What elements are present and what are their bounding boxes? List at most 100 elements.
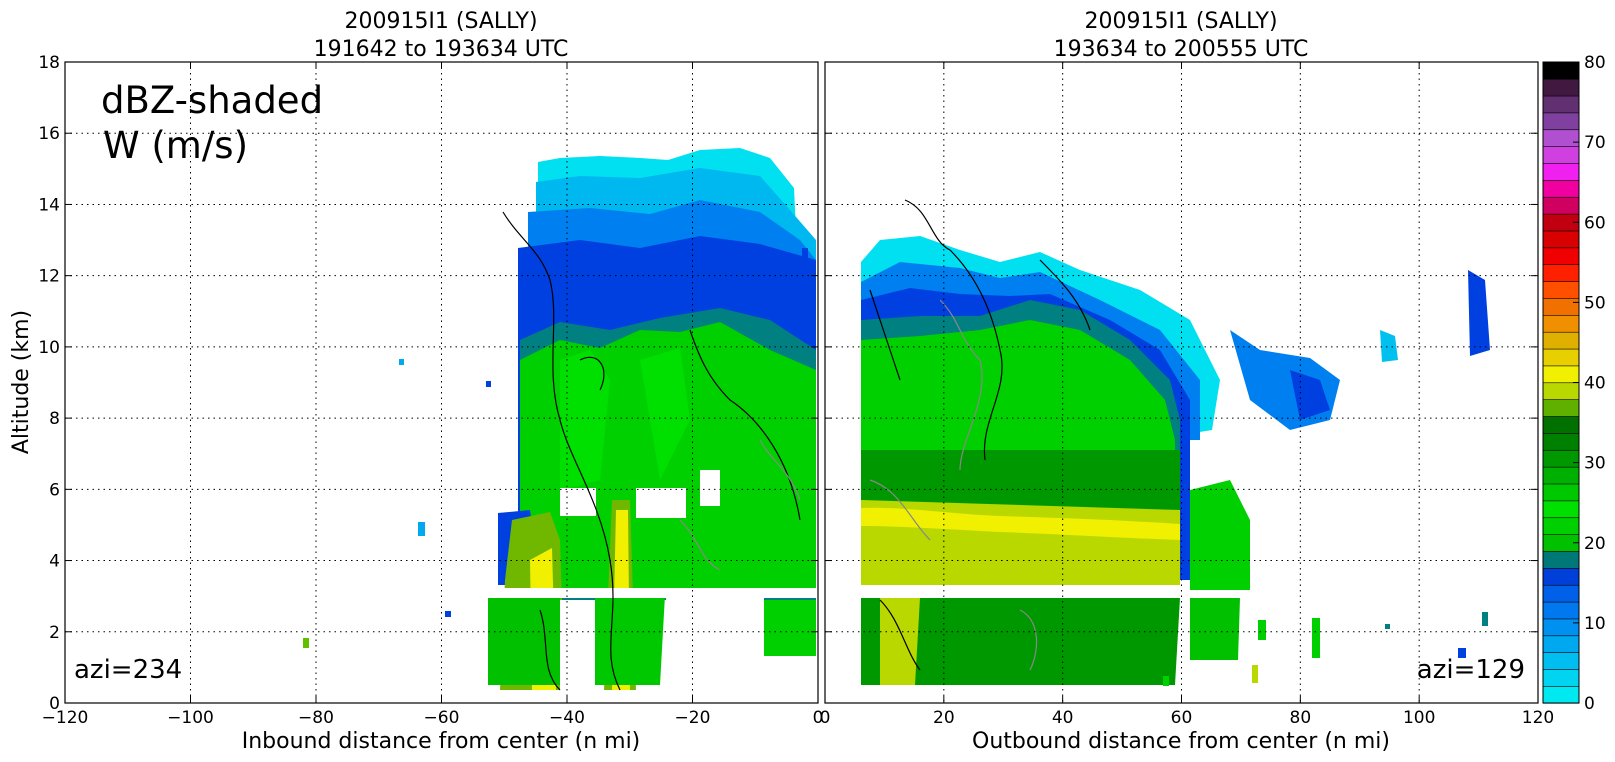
right-echo-7 xyxy=(1385,624,1390,629)
right-dbz-far-echo xyxy=(1380,330,1398,362)
right-w-contours-gray xyxy=(869,299,1038,671)
right-x-tick-label: 120 xyxy=(1522,708,1554,728)
colorbar-swatch xyxy=(1542,162,1580,181)
right-echo-6 xyxy=(1252,665,1258,683)
right-dbz-lower-green xyxy=(861,598,1180,685)
left-title-line1: 200915I1 (SALLY) xyxy=(344,9,537,34)
annotation-w-ms: W (m/s) xyxy=(103,124,248,167)
left-x-tick-label: −40 xyxy=(549,708,585,728)
left-grid xyxy=(65,62,818,703)
colorbar-swatch xyxy=(1542,618,1580,637)
colorbar-swatches xyxy=(1542,61,1580,704)
colorbar-swatch xyxy=(1542,112,1580,131)
colorbar-tick-label: 50 xyxy=(1584,293,1606,313)
left-y-ticks: 0 2 4 6 8 10 12 14 16 18 xyxy=(38,53,818,714)
colorbar-swatch xyxy=(1542,399,1580,417)
right-grid xyxy=(825,62,1538,703)
left-w-contours-gray xyxy=(679,439,801,571)
colorbar-swatch xyxy=(1542,365,1580,384)
colorbar-swatch xyxy=(1542,635,1580,653)
colorbar-swatch xyxy=(1542,78,1580,97)
colorbar-swatch xyxy=(1542,652,1580,670)
right-x-tick-label: 20 xyxy=(933,708,955,728)
colorbar-swatch xyxy=(1542,264,1580,282)
colorbar-swatch xyxy=(1542,382,1580,400)
left-y-tick-label: 6 xyxy=(49,480,60,500)
left-bright-band-gap xyxy=(480,588,818,598)
left-x-axis-label: Inbound distance from center (n mi) xyxy=(242,729,641,754)
left-x-tick-label: −120 xyxy=(42,708,89,728)
left-dbz-lower-green xyxy=(488,595,566,685)
right-x-axis-label: Outbound distance from center (n mi) xyxy=(972,729,1390,754)
colorbar-swatch xyxy=(1542,517,1580,535)
colorbar-swatch xyxy=(1542,230,1580,249)
colorbar-tick-label: 30 xyxy=(1584,454,1606,474)
right-contour-gray-3 xyxy=(1019,609,1038,671)
colorbar-swatch xyxy=(1542,685,1580,704)
colorbar-swatch xyxy=(1542,449,1580,468)
right-dbz-lower-right xyxy=(1190,598,1240,660)
left-x-tick-label: 0 xyxy=(813,708,824,728)
left-dbz-lower-green-3 xyxy=(764,600,816,656)
right-plot-area xyxy=(825,62,1538,703)
left-y-tick-label: 8 xyxy=(49,409,60,429)
colorbar-swatch xyxy=(1542,331,1580,350)
colorbar-swatch xyxy=(1542,280,1580,299)
colorbar-swatch xyxy=(1542,348,1580,367)
right-contour-2 xyxy=(869,289,901,381)
right-x-tick-label: 0 xyxy=(820,708,831,728)
right-dbz-convective-cell xyxy=(1190,480,1250,590)
colorbar-swatch xyxy=(1542,297,1580,316)
right-x-tick-label: 100 xyxy=(1403,708,1435,728)
right-w-contours xyxy=(869,199,1091,671)
right-contour-3 xyxy=(1039,259,1091,331)
left-y-tick-label: 4 xyxy=(49,552,60,572)
colorbar-swatch xyxy=(1542,668,1580,687)
left-dbz-field xyxy=(303,148,818,690)
colorbar-swatch xyxy=(1542,500,1580,519)
colorbar-tick-label: 70 xyxy=(1584,133,1606,153)
left-gap-2 xyxy=(636,488,686,518)
right-dbz-far-column xyxy=(1468,270,1490,356)
right-dbz-lower-core xyxy=(880,598,920,685)
left-x-tick-label: −100 xyxy=(167,708,214,728)
colorbar-swatch xyxy=(1542,601,1580,620)
left-echo-2 xyxy=(486,381,491,387)
left-gap-lower-2 xyxy=(560,600,590,690)
colorbar-tick-label: 40 xyxy=(1584,374,1606,394)
left-y-tick-label: 2 xyxy=(49,623,60,643)
colorbar-swatch xyxy=(1542,129,1580,147)
colorbar-swatch xyxy=(1542,95,1580,114)
left-x-tick-label: −20 xyxy=(675,708,711,728)
annotation-dbz-shaded: dBZ-shaded xyxy=(101,79,323,122)
colorbar-swatch xyxy=(1542,466,1580,485)
right-title-line2: 193634 to 200555 UTC xyxy=(1054,37,1309,62)
left-y-tick-label: 14 xyxy=(38,195,60,215)
colorbar: 0 10 20 30 40 50 60 70 80 xyxy=(1542,53,1606,714)
left-echo-6 xyxy=(802,248,808,258)
right-echo-5 xyxy=(1163,676,1169,686)
colorbar-swatch xyxy=(1542,550,1580,569)
left-echo-5 xyxy=(303,638,309,648)
colorbar-swatch xyxy=(1542,247,1580,266)
left-contour-gray-1 xyxy=(679,519,721,571)
left-echo-4 xyxy=(445,611,451,617)
left-plot-area xyxy=(65,62,818,703)
left-y-axis-label: Altitude (km) xyxy=(9,310,34,454)
right-echo-1 xyxy=(1258,620,1266,640)
left-echo-1 xyxy=(399,359,404,365)
right-contour-gray-1 xyxy=(939,299,983,471)
left-x-tick-label: −80 xyxy=(298,708,334,728)
right-echo-3 xyxy=(1458,648,1466,658)
colorbar-swatch xyxy=(1542,146,1580,164)
left-contour-3 xyxy=(539,609,561,691)
right-contour-4 xyxy=(879,599,921,671)
colorbar-swatch xyxy=(1542,415,1580,434)
left-y-tick-label: 18 xyxy=(38,53,60,73)
right-echo-4 xyxy=(1482,612,1488,626)
right-contour-1 xyxy=(904,199,1003,461)
right-x-ticks: 0 20 40 60 80 100 120 xyxy=(820,62,1554,728)
left-y-tick-label: 12 xyxy=(38,267,60,287)
right-dbz-outflow xyxy=(1230,330,1340,430)
